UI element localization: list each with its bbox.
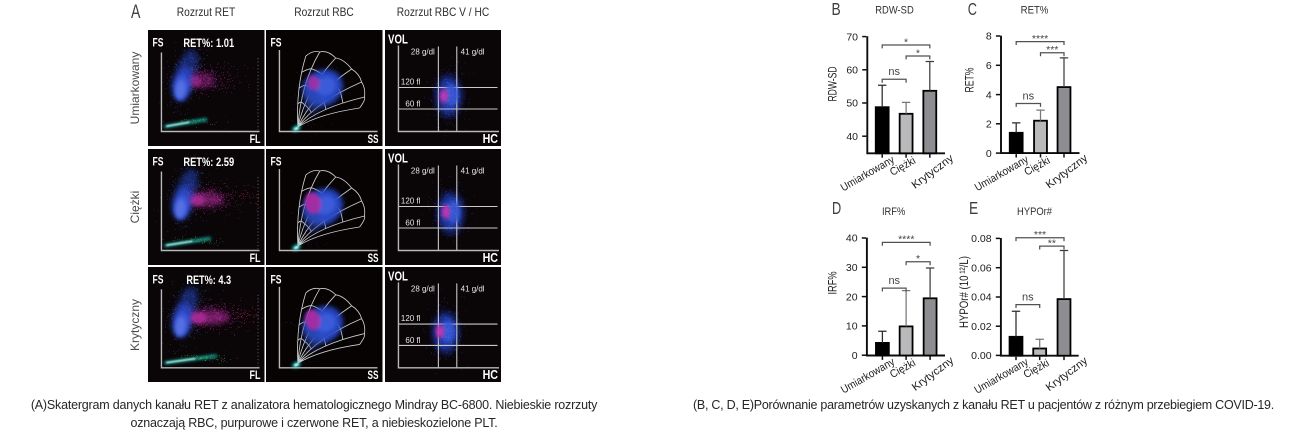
svg-text:ns: ns xyxy=(1023,90,1035,102)
svg-text:10: 10 xyxy=(846,321,858,333)
svg-text:120 fl: 120 fl xyxy=(400,77,420,86)
svg-text:Krytyczny: Krytyczny xyxy=(1044,152,1091,191)
svg-text:RET%: RET% xyxy=(1021,4,1049,16)
svg-text:***: *** xyxy=(1046,44,1058,56)
svg-text:VOL: VOL xyxy=(387,150,407,165)
svg-text:E: E xyxy=(969,198,978,218)
svg-text:HC: HC xyxy=(482,130,498,145)
svg-text:*: * xyxy=(916,253,920,265)
svg-text:FS: FS xyxy=(270,154,281,168)
svg-text:FS: FS xyxy=(152,154,163,168)
svg-text:FL: FL xyxy=(250,131,261,145)
svg-text:28 g/dl: 28 g/dl xyxy=(410,166,434,175)
svg-text:60 fl: 60 fl xyxy=(405,218,420,227)
svg-text:FL: FL xyxy=(250,250,261,264)
svg-text:0.08: 0.08 xyxy=(971,233,992,245)
svg-text:SS: SS xyxy=(368,250,379,264)
svg-text:FL: FL xyxy=(250,369,261,383)
svg-text:30: 30 xyxy=(846,262,858,274)
svg-text:SS: SS xyxy=(368,369,379,383)
svg-text:SS: SS xyxy=(368,131,379,145)
svg-text:Krytyczny: Krytyczny xyxy=(1044,355,1091,394)
svg-text:0.04: 0.04 xyxy=(971,292,992,304)
svg-text:Krytyczny: Krytyczny xyxy=(910,152,957,191)
svg-text:120 fl: 120 fl xyxy=(400,314,420,323)
svg-text:28 g/dl: 28 g/dl xyxy=(410,285,434,294)
svg-text:IRF%: IRF% xyxy=(882,206,906,218)
svg-text:RET%: 2.59: RET%: 2.59 xyxy=(183,154,234,168)
svg-text:***: *** xyxy=(1034,229,1046,241)
svg-text:Umiarkowany: Umiarkowany xyxy=(839,356,897,397)
svg-text:ns: ns xyxy=(1022,291,1034,303)
svg-text:RET%: RET% xyxy=(963,67,977,92)
svg-text:2: 2 xyxy=(986,119,992,131)
svg-text:D: D xyxy=(832,198,841,218)
svg-text:FS: FS xyxy=(152,273,163,287)
svg-text:0.02: 0.02 xyxy=(971,321,992,333)
svg-text:120 fl: 120 fl xyxy=(400,196,420,205)
svg-text:ns: ns xyxy=(888,275,900,287)
svg-text:41 g/dl: 41 g/dl xyxy=(460,166,484,175)
svg-text:ns: ns xyxy=(888,66,900,78)
svg-text:60 fl: 60 fl xyxy=(405,99,420,108)
svg-text:HYPOr#: HYPOr# xyxy=(1017,206,1052,218)
svg-text:50: 50 xyxy=(846,98,858,110)
svg-text:****: **** xyxy=(898,234,914,246)
svg-text:8: 8 xyxy=(986,31,992,43)
svg-text:FS: FS xyxy=(270,35,281,49)
svg-text:70: 70 xyxy=(846,31,858,43)
svg-text:**: ** xyxy=(1048,237,1056,249)
svg-text:40: 40 xyxy=(846,233,858,245)
svg-text:0: 0 xyxy=(986,148,992,160)
svg-text:6: 6 xyxy=(986,60,992,72)
svg-text:0.06: 0.06 xyxy=(971,262,992,274)
svg-text:40: 40 xyxy=(846,131,858,143)
svg-text:FS: FS xyxy=(270,273,281,287)
svg-text:VOL: VOL xyxy=(387,31,407,46)
svg-text:41 g/dl: 41 g/dl xyxy=(460,285,484,294)
svg-text:C: C xyxy=(968,0,977,19)
svg-text:Umiarkowany: Umiarkowany xyxy=(839,154,897,195)
svg-text:*: * xyxy=(916,47,920,59)
svg-text:IRF%: IRF% xyxy=(825,271,839,294)
svg-text:Krytyczny: Krytyczny xyxy=(910,354,957,393)
svg-text:VOL: VOL xyxy=(387,269,407,284)
svg-text:0.00: 0.00 xyxy=(971,350,992,362)
svg-text:RET%: 4.3: RET%: 4.3 xyxy=(186,273,231,287)
svg-text:HC: HC xyxy=(482,249,498,264)
svg-text:*: * xyxy=(904,36,908,48)
svg-text:Umiarkowany: Umiarkowany xyxy=(973,153,1031,194)
svg-text:RET%: 1.01: RET%: 1.01 xyxy=(183,35,234,49)
svg-text:HC: HC xyxy=(482,368,497,383)
svg-text:0: 0 xyxy=(852,350,858,362)
svg-text:RDW-SD: RDW-SD xyxy=(875,4,914,16)
svg-text:60: 60 xyxy=(846,65,858,77)
svg-text:B: B xyxy=(832,0,841,19)
svg-text:60 fl: 60 fl xyxy=(405,336,420,345)
svg-text:4: 4 xyxy=(986,89,992,101)
svg-text:FS: FS xyxy=(152,35,163,49)
svg-text:****: **** xyxy=(1032,33,1048,45)
svg-text:41 g/dl: 41 g/dl xyxy=(460,47,484,56)
svg-text:RDW-SD: RDW-SD xyxy=(825,66,839,101)
svg-text:HYPOr# (10 ¹²/L): HYPOr# (10 ¹²/L) xyxy=(957,256,971,328)
svg-text:20: 20 xyxy=(846,291,858,303)
svg-text:28 g/dl: 28 g/dl xyxy=(410,47,434,56)
